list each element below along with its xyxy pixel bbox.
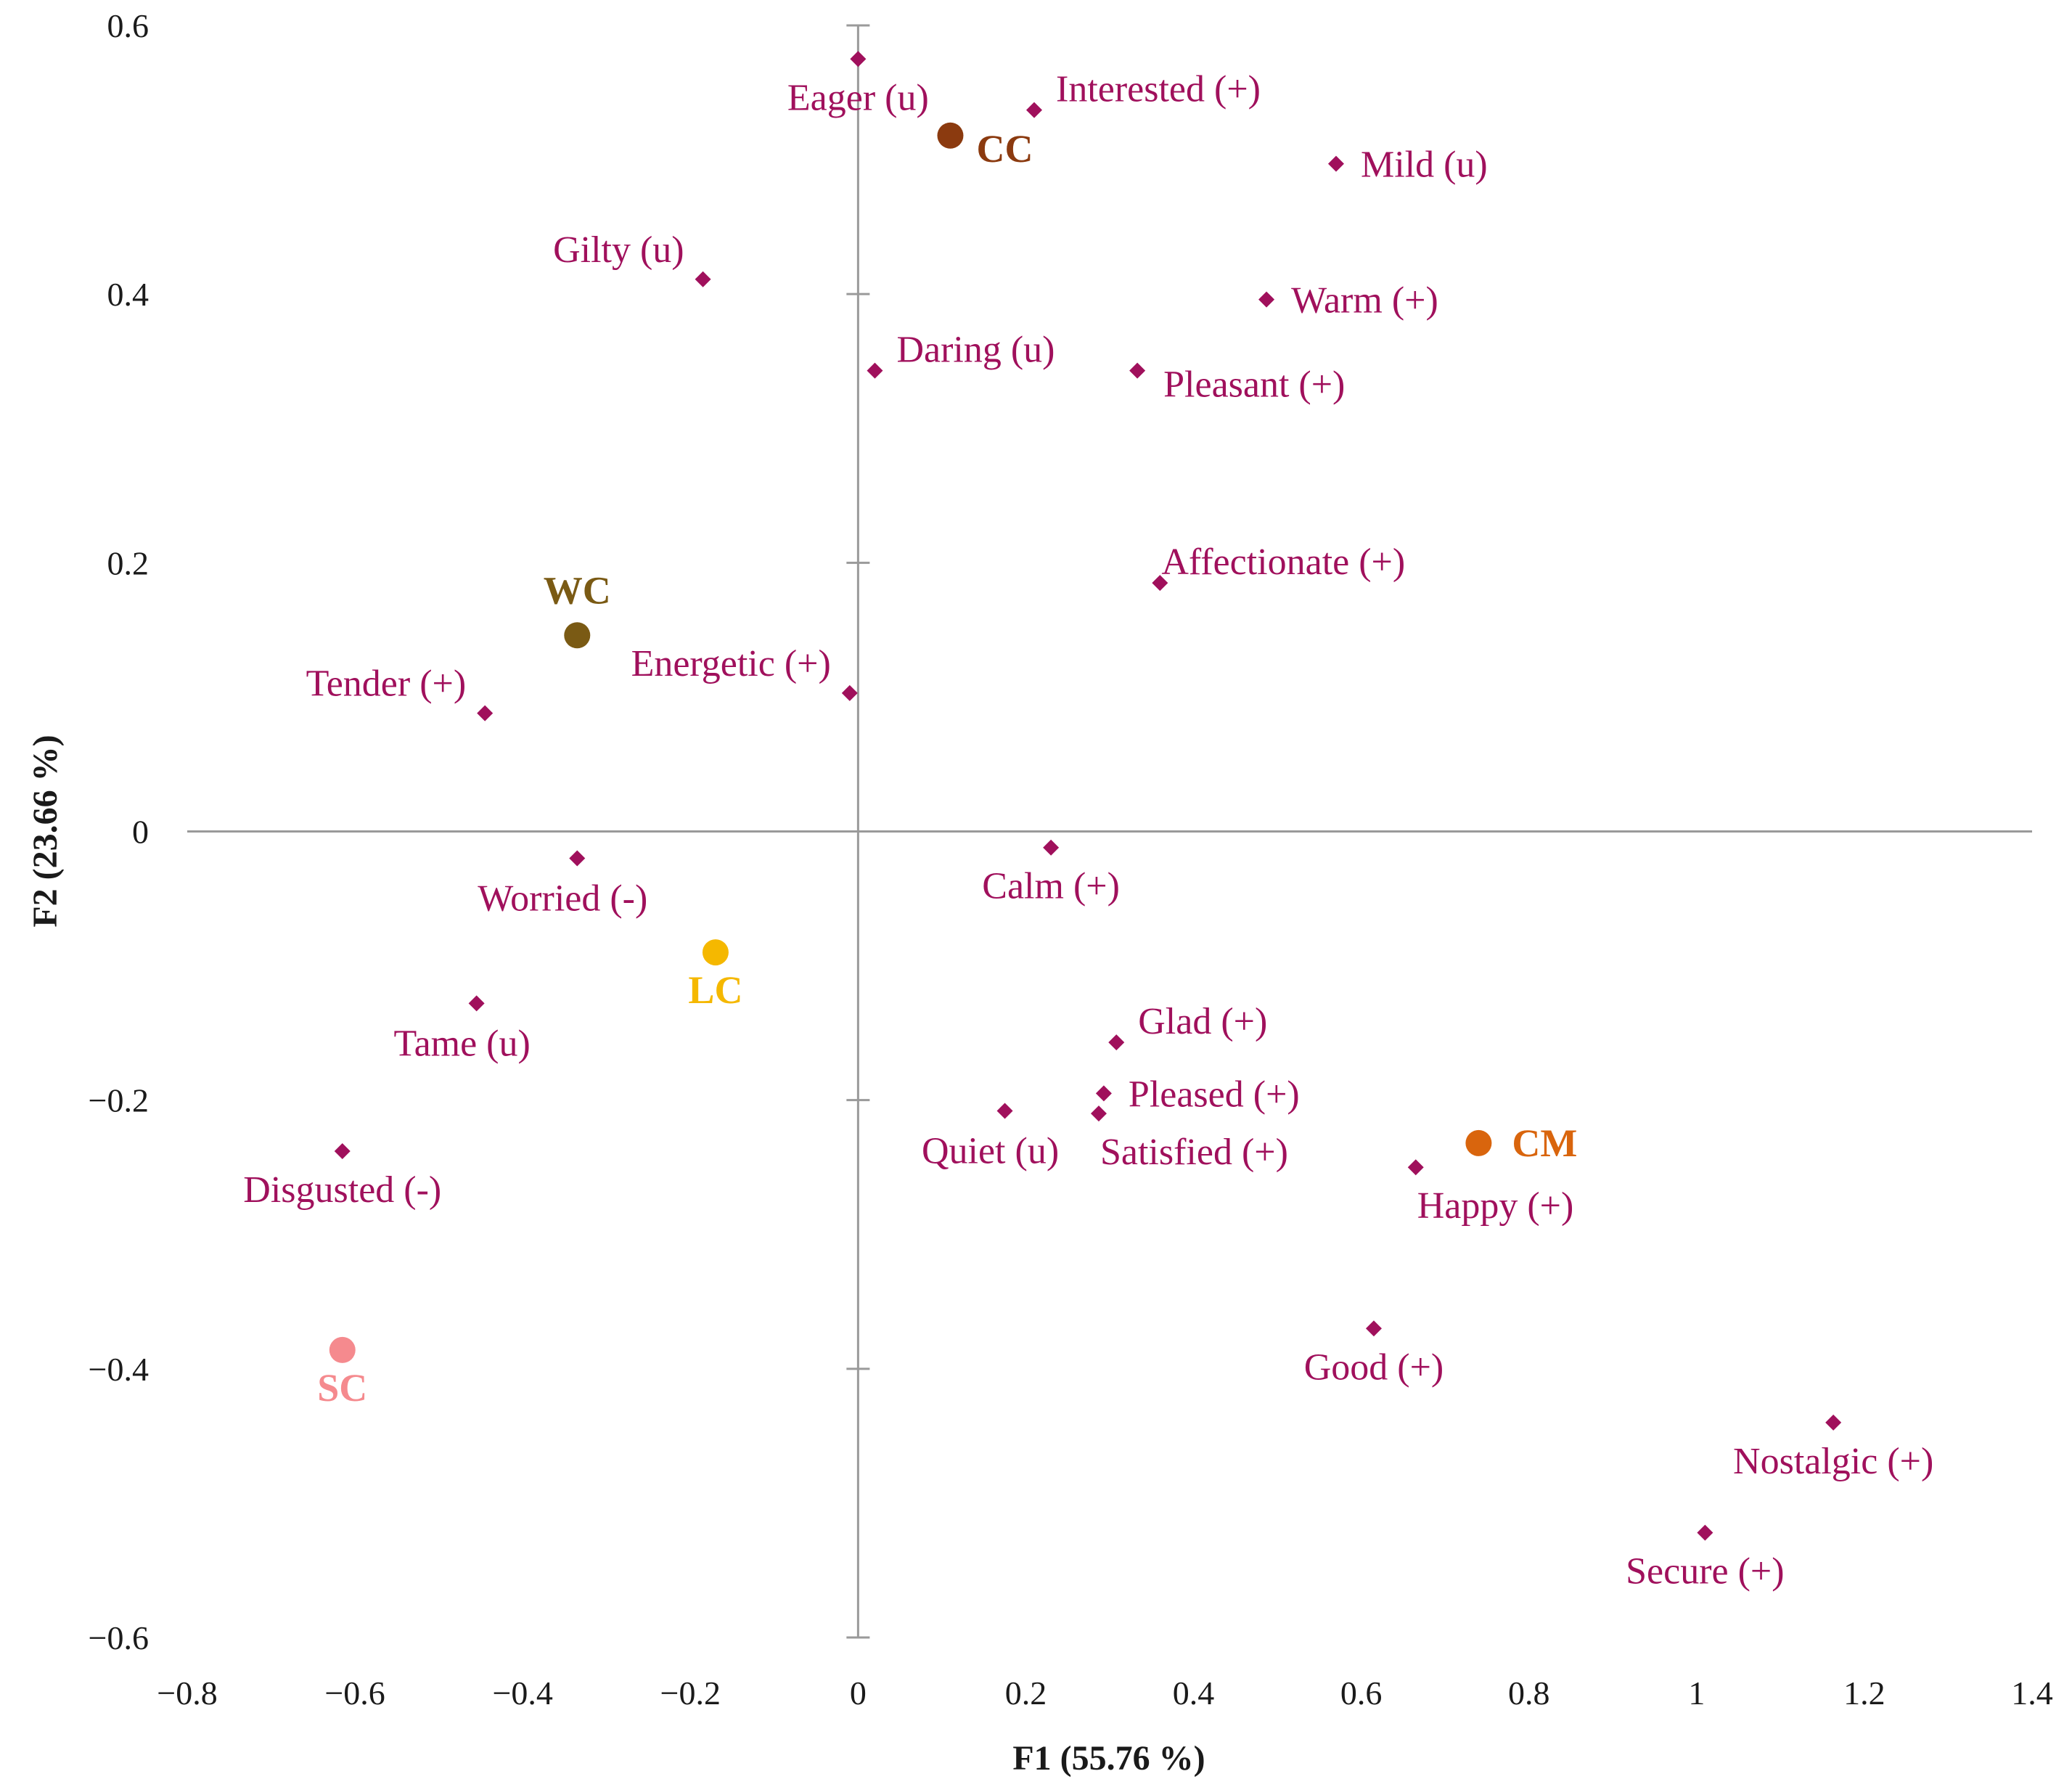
x-tick-label: 0	[850, 1674, 867, 1712]
x-tick-label: 0.4	[1173, 1674, 1215, 1712]
attribute-point-marker	[841, 684, 858, 701]
y-tick-label: 0	[132, 814, 149, 851]
attribute-point-label: Eager (u)	[787, 77, 929, 118]
attribute-point-marker	[1108, 1034, 1125, 1051]
attribute-point-marker	[1090, 1105, 1107, 1122]
product-point-label: SC	[317, 1366, 367, 1410]
attribute-point-label: Good (+)	[1304, 1346, 1444, 1388]
attribute-point-label: Worried (-)	[478, 878, 647, 920]
attribute-point-label: Gilty (u)	[553, 229, 684, 271]
x-tick-label: −0.2	[660, 1674, 721, 1712]
y-tick-label: −0.2	[89, 1082, 149, 1119]
x-tick-label: 0.8	[1508, 1674, 1550, 1712]
attribute-point-label: Pleased (+)	[1129, 1074, 1300, 1115]
attribute-point-marker	[1258, 291, 1275, 308]
x-tick-label: −0.4	[492, 1674, 552, 1712]
product-point-label: CM	[1512, 1121, 1577, 1165]
attribute-point-marker	[569, 850, 586, 867]
attribute-point-marker	[1365, 1320, 1382, 1337]
x-axis-title: F1 (55.76 %)	[1012, 1739, 1205, 1778]
product-point-marker	[329, 1336, 356, 1363]
product-point-label: LC	[688, 968, 742, 1012]
product-point-marker	[564, 622, 591, 649]
x-tick-label: −0.6	[324, 1674, 385, 1712]
attribute-point-marker	[1407, 1159, 1424, 1176]
attribute-point-label: Affectionate (+)	[1161, 541, 1405, 583]
y-tick-label: 0.4	[107, 276, 150, 313]
attribute-point-label: Daring (u)	[896, 330, 1055, 371]
attribute-point-marker	[477, 705, 494, 721]
attribute-point-label: Satisfied (+)	[1100, 1132, 1288, 1173]
y-tick-label: −0.6	[89, 1619, 149, 1656]
attribute-point-label: Calm (+)	[982, 866, 1120, 907]
x-tick-label: −0.8	[157, 1674, 217, 1712]
product-point-marker	[1465, 1129, 1492, 1156]
attribute-point-label: Disgusted (-)	[243, 1169, 441, 1211]
attribute-point-marker	[468, 995, 485, 1012]
attribute-point-label: Happy (+)	[1417, 1185, 1574, 1227]
attribute-point-label: Interested (+)	[1056, 69, 1261, 110]
product-point-label: WC	[544, 568, 611, 612]
attribute-point-marker	[1825, 1414, 1842, 1431]
attribute-point-label: Nostalgic (+)	[1733, 1441, 1933, 1482]
attribute-point-marker	[334, 1142, 351, 1159]
attribute-point-marker	[1129, 362, 1146, 379]
attribute-point-label: Warm (+)	[1291, 280, 1438, 322]
attribute-point-label: Energetic (+)	[631, 643, 831, 684]
attribute-point-marker	[695, 271, 711, 287]
attribute-point-marker	[1327, 155, 1344, 172]
attribute-point-label: Quiet (u)	[922, 1130, 1059, 1171]
y-tick-label: 0.2	[107, 544, 150, 581]
attribute-point-marker	[1697, 1524, 1713, 1541]
attribute-point-marker	[1095, 1085, 1112, 1102]
attribute-point-marker	[996, 1103, 1013, 1119]
attribute-point-label: Mild (u)	[1361, 144, 1488, 186]
attribute-point-label: Secure (+)	[1626, 1551, 1784, 1592]
x-tick-label: 1	[1688, 1674, 1705, 1712]
x-tick-label: 1.4	[2011, 1674, 2053, 1712]
y-axis-title: F2 (23.66 %)	[26, 735, 65, 927]
x-tick-label: 0.6	[1340, 1674, 1383, 1712]
y-tick-label: 0.6	[107, 7, 150, 44]
x-tick-label: 1.2	[1843, 1674, 1885, 1712]
attribute-point-marker	[1152, 575, 1168, 592]
attribute-point-label: Tame (u)	[393, 1023, 530, 1064]
attribute-point-marker	[1043, 839, 1060, 856]
attribute-point-marker	[850, 51, 867, 68]
attribute-point-marker	[867, 362, 883, 379]
attribute-point-label: Pleasant (+)	[1163, 364, 1345, 406]
product-point-marker	[702, 939, 729, 966]
attribute-point-label: Glad (+)	[1138, 1001, 1267, 1042]
attribute-point-label: Tender (+)	[306, 663, 467, 705]
product-point-label: CC	[976, 127, 1033, 171]
product-point-marker	[937, 122, 964, 149]
attribute-point-marker	[1026, 102, 1043, 118]
x-tick-label: 0.2	[1005, 1674, 1047, 1712]
y-tick-label: −0.4	[89, 1351, 149, 1388]
